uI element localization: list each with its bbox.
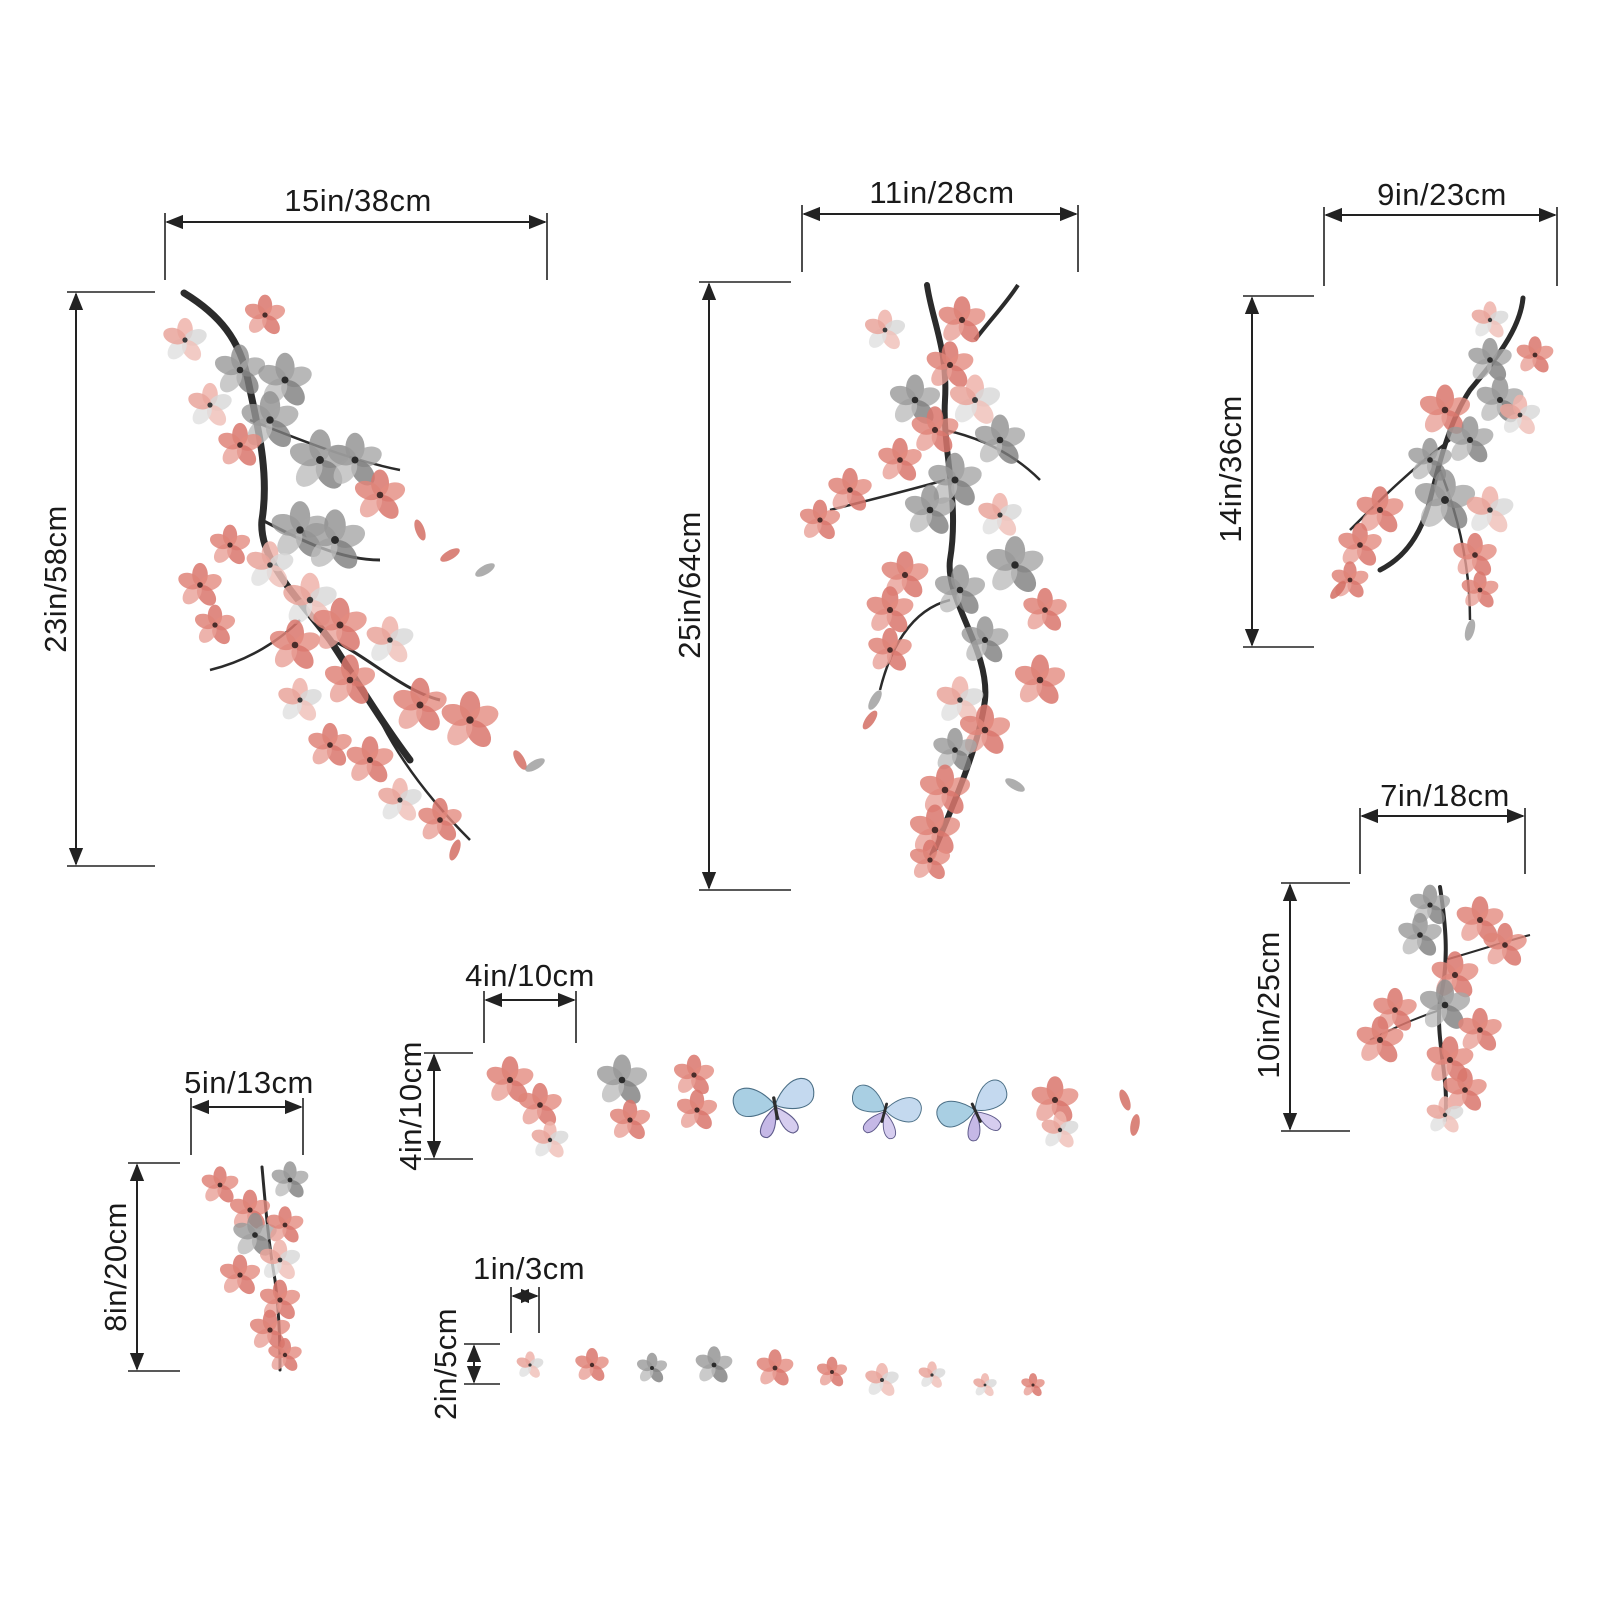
height-label-branch-center: 25in/64cm (672, 511, 707, 659)
blossom-icon (199, 1161, 311, 1374)
width-label-small-items: 4in/10cm (465, 958, 595, 993)
height-label-sprig: 8in/20cm (98, 1202, 133, 1332)
dimension-tiny-petals: 1in/3cm 2in/5cm (428, 1251, 585, 1420)
butterfly-icon (843, 1082, 925, 1146)
branch-right-illustration (1327, 295, 1556, 642)
branch-center-illustration (797, 282, 1070, 883)
branch-small-illustration (1354, 884, 1531, 1136)
blossom-icon (1329, 301, 1556, 611)
height-label-small-items: 4in/10cm (393, 1041, 428, 1171)
sprig-illustration (199, 1161, 311, 1374)
width-label-branch-small: 7in/18cm (1380, 778, 1510, 813)
small-items-row (484, 1054, 1142, 1161)
dimension-sprig: 5in/13cm 8in/20cm (98, 1065, 314, 1372)
dimension-branch-right: 9in/23cm 14in/36cm (1213, 177, 1558, 648)
width-label-branch-large: 15in/38cm (284, 183, 432, 218)
butterfly-icon (932, 1075, 1021, 1152)
width-label-branch-right: 9in/23cm (1377, 177, 1507, 212)
height-label-branch-right: 14in/36cm (1213, 395, 1248, 543)
dimension-branch-large: 15in/38cm 23in/58cm (38, 183, 548, 867)
blossom-icon (515, 1346, 1046, 1399)
tiny-petals-row (515, 1346, 1046, 1399)
butterfly-icon (730, 1075, 821, 1143)
dimension-small-items: 4in/10cm 4in/10cm (393, 958, 595, 1171)
width-label-tiny-petals: 1in/3cm (473, 1251, 585, 1286)
width-label-sprig: 5in/13cm (184, 1065, 314, 1100)
height-label-branch-large: 23in/58cm (38, 505, 73, 653)
height-label-branch-small: 10in/25cm (1251, 931, 1286, 1079)
height-label-tiny-petals: 2in/5cm (428, 1308, 463, 1420)
width-label-branch-center: 11in/28cm (869, 175, 1014, 210)
blossom-icon (1354, 884, 1530, 1136)
blossom-icon (160, 294, 502, 845)
branch-large-illustration (160, 289, 547, 862)
blossom-icon (797, 296, 1070, 883)
dimension-branch-small: 7in/18cm 10in/25cm (1251, 778, 1526, 1132)
dimension-branch-center: 11in/28cm 25in/64cm (672, 175, 1079, 891)
